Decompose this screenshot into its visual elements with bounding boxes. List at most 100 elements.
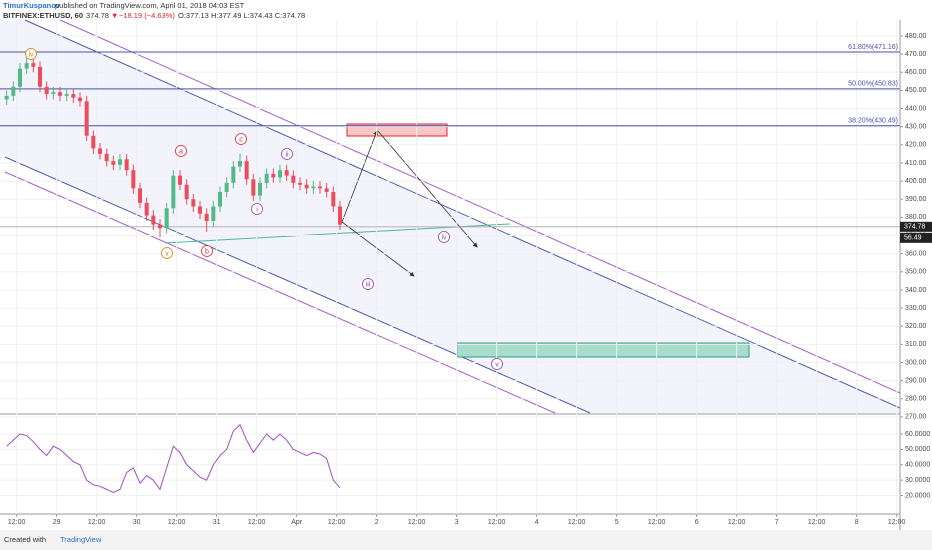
x-tick-label: 4 xyxy=(535,519,539,526)
candle-body xyxy=(184,184,189,200)
y-tick-label: 480.00 xyxy=(905,33,927,40)
candle-body xyxy=(104,153,109,162)
candle-body xyxy=(198,206,202,214)
last-rsi-box xyxy=(900,232,932,243)
x-tick-label: 7 xyxy=(775,519,779,526)
wave-marker xyxy=(201,245,213,257)
y-tick-label: 350.00 xyxy=(905,269,927,276)
x-tick-label: 3 xyxy=(455,519,459,526)
x-tick-label: 12:00 xyxy=(8,519,26,526)
y-tick-label: 270.00 xyxy=(905,414,927,421)
candle-body xyxy=(324,188,329,192)
symbol: BITFINEX:ETHUSD, 60 xyxy=(3,11,83,20)
arrow xyxy=(341,221,415,277)
y-tick-label: 50.0000 xyxy=(905,446,930,453)
candle-body xyxy=(51,92,56,95)
published: published on TradingView.com, April 01, … xyxy=(55,1,245,10)
last-price-box xyxy=(900,221,932,232)
channel-line xyxy=(59,19,901,394)
x-tick-label: 2 xyxy=(375,519,379,526)
fib-label: 38.20%(430.49) xyxy=(848,118,898,125)
rsi-line xyxy=(6,423,341,494)
y-tick-label: 280.00 xyxy=(905,396,927,403)
candle-body xyxy=(231,166,236,183)
candle-body xyxy=(64,94,69,96)
candle-body xyxy=(291,175,296,183)
x-tick-label: 12:00 xyxy=(568,519,586,526)
wave-marker xyxy=(438,231,450,243)
candle-body xyxy=(158,224,162,229)
last-price-label: 374.78 xyxy=(904,224,926,231)
candle-body xyxy=(338,206,342,225)
candle-body xyxy=(118,159,122,165)
candle-body xyxy=(44,86,49,95)
candle-body xyxy=(18,68,22,87)
x-tick-label: 12:00 xyxy=(648,519,666,526)
wave-marker xyxy=(281,148,293,160)
candle-body xyxy=(131,170,136,189)
candle-body xyxy=(171,175,176,209)
candle-body xyxy=(311,186,316,189)
y-tick-label: 310.00 xyxy=(905,341,927,348)
x-tick-label: 12:00 xyxy=(168,519,186,526)
candle-body xyxy=(244,161,249,180)
wave-marker xyxy=(491,358,503,370)
candle-body xyxy=(224,182,229,192)
y-tick-label: 400.00 xyxy=(905,178,927,185)
x-tick-label: 8 xyxy=(855,519,859,526)
y-tick-label: 40.0000 xyxy=(905,462,930,469)
wave-marker xyxy=(251,203,263,215)
y-tick-label: 450.00 xyxy=(905,87,927,94)
fib-label: 61.80%(471.16) xyxy=(848,44,898,51)
wave-marker xyxy=(362,278,374,290)
candle-body xyxy=(58,92,62,96)
y-tick-label: 300.00 xyxy=(905,359,927,366)
candle-body xyxy=(78,97,82,102)
x-tick-label: 12:00 xyxy=(408,519,426,526)
x-tick-label: 30 xyxy=(133,519,141,526)
candle-body xyxy=(218,191,222,207)
wave-marker xyxy=(25,48,37,60)
candle-body xyxy=(204,213,209,221)
candle-body xyxy=(144,202,149,216)
candle-body xyxy=(71,94,76,98)
candle-body xyxy=(178,175,182,185)
y-tick-label: 60.0000 xyxy=(905,431,930,438)
x-tick-label: 12:00 xyxy=(888,519,906,526)
x-tick-label: 12:00 xyxy=(488,519,506,526)
fib-label: 50.00%(450.83) xyxy=(848,81,898,88)
y-tick-label: 410.00 xyxy=(905,160,927,167)
candle-body xyxy=(98,148,102,154)
y-tick-label: 20.0000 xyxy=(905,492,930,499)
arrow xyxy=(377,130,478,248)
author: TimurKuspanov xyxy=(3,1,61,10)
candle-body xyxy=(278,170,282,178)
wave-label: ii xyxy=(285,151,289,158)
candle-body xyxy=(91,135,96,149)
y-tick-label: 390.00 xyxy=(905,196,927,203)
candle-body xyxy=(264,173,269,183)
candle-body xyxy=(111,161,116,165)
wave-label: iv xyxy=(441,234,447,241)
wave-marker xyxy=(175,145,187,157)
change-arrow: ▼ xyxy=(111,11,118,20)
x-tick-label: 5 xyxy=(615,519,619,526)
wave-marker xyxy=(235,133,247,145)
y-tick-label: 290.00 xyxy=(905,377,927,384)
candle-body xyxy=(251,179,256,196)
x-tick-label: Apr xyxy=(291,519,303,526)
wave-label: iv xyxy=(28,51,34,58)
y-tick-label: 380.00 xyxy=(905,214,927,221)
y-tick-label: 430.00 xyxy=(905,124,927,131)
channel-fill xyxy=(0,20,900,413)
x-tick-label: 12:00 xyxy=(728,519,746,526)
x-tick-label: 29 xyxy=(53,519,61,526)
y-tick-label: 470.00 xyxy=(905,51,927,58)
candle-body xyxy=(298,182,302,185)
x-tick-label: 12:00 xyxy=(88,519,106,526)
candle-body xyxy=(304,184,309,189)
y-tick-label: 420.00 xyxy=(905,142,927,149)
y-tick-label: 440.00 xyxy=(905,105,927,112)
wave-label: c xyxy=(239,136,243,143)
wave-label: b xyxy=(205,248,209,255)
